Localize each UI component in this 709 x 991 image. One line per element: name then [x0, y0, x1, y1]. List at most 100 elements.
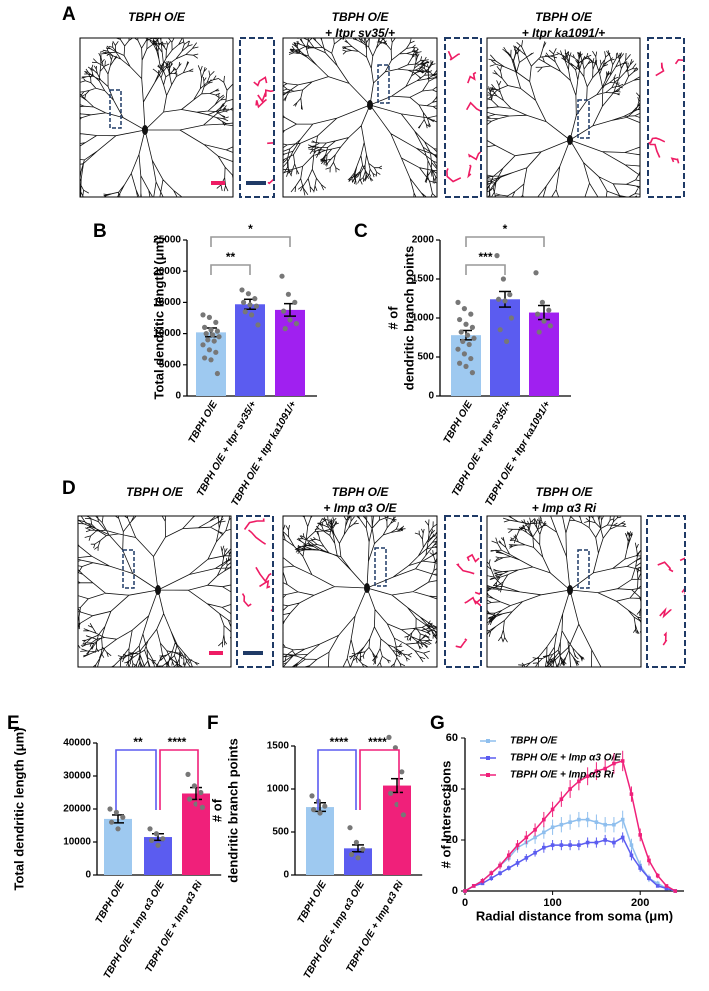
data-point — [461, 306, 467, 312]
x-tick-label: 200 — [631, 897, 649, 909]
y-tick-label: 20 — [446, 834, 458, 846]
data-point — [109, 819, 115, 825]
image-frame — [486, 37, 641, 198]
marker — [550, 825, 555, 830]
data-point — [507, 292, 513, 298]
data-point — [191, 783, 197, 789]
significance-bracket — [159, 749, 199, 810]
data-point — [279, 273, 285, 279]
marker — [629, 853, 634, 858]
y-tick-label: 10000 — [63, 837, 91, 848]
image-title: + Itpr ka1091/+ — [522, 26, 605, 40]
inset-frame — [444, 515, 482, 668]
marker — [498, 871, 502, 875]
data-point — [463, 363, 469, 369]
legend-marker — [486, 773, 490, 777]
data-point — [458, 329, 464, 335]
y-axis-label: # of — [209, 798, 224, 822]
y-tick-label: 0 — [452, 885, 458, 897]
marker — [550, 807, 555, 812]
significance-label: ** — [226, 250, 236, 264]
marker — [603, 822, 607, 827]
panel-label: B — [93, 221, 107, 242]
roi-box — [377, 64, 390, 104]
inset-branches — [241, 518, 273, 612]
data-point — [245, 291, 251, 297]
data-point — [252, 296, 258, 302]
data-point — [247, 302, 253, 308]
inset-branches — [455, 553, 481, 649]
x-tick-label: TBPH O/E — [296, 879, 329, 926]
panel-label: F — [207, 713, 219, 734]
data-point — [293, 321, 299, 327]
data-point — [115, 826, 121, 832]
data-point — [535, 311, 541, 317]
bar — [182, 793, 210, 875]
marker — [664, 886, 669, 891]
y-tick-label: 500 — [417, 352, 434, 363]
y-axis-label: dendritic branch points — [401, 246, 416, 390]
data-point — [214, 370, 220, 377]
scale-bar — [209, 651, 223, 655]
data-point — [107, 806, 113, 812]
bar — [490, 299, 520, 396]
marker — [603, 838, 607, 842]
data-point — [213, 349, 219, 355]
image-title: TBPH O/E — [332, 485, 390, 499]
marker — [507, 853, 511, 858]
roi-box — [122, 549, 135, 589]
marker — [463, 889, 467, 893]
data-point — [155, 842, 161, 848]
data-point — [216, 334, 222, 340]
data-point — [494, 253, 500, 259]
marker — [577, 779, 581, 784]
marker — [533, 850, 537, 855]
data-point — [253, 303, 259, 309]
data-point — [206, 347, 212, 353]
data-point — [355, 855, 361, 861]
panel-label: G — [430, 713, 445, 734]
data-point — [471, 335, 477, 341]
y-tick-label: 1500 — [267, 741, 290, 752]
y-axis-label: Total dendritic length (μm) — [151, 237, 166, 400]
marker — [612, 761, 616, 766]
data-point — [213, 319, 219, 325]
inset-frame — [239, 37, 275, 198]
marker — [647, 858, 651, 863]
y-tick-label: 30000 — [63, 771, 91, 782]
marker — [577, 843, 581, 847]
data-point — [508, 315, 514, 321]
scale-bar — [246, 181, 266, 185]
data-point — [200, 312, 206, 318]
inset-frame — [647, 37, 685, 198]
marker — [489, 876, 494, 881]
series-line — [464, 818, 676, 892]
soma — [364, 583, 370, 593]
data-point — [185, 771, 191, 777]
marker — [655, 881, 660, 886]
data-point — [322, 803, 328, 809]
marker — [507, 866, 511, 870]
data-point — [457, 360, 463, 366]
data-point — [400, 812, 406, 818]
marker — [471, 884, 476, 888]
data-point — [468, 311, 474, 317]
roi-box — [109, 89, 122, 129]
panel-label: C — [354, 221, 368, 242]
data-point — [546, 307, 552, 313]
y-tick-label: 500 — [272, 827, 289, 838]
data-point — [214, 328, 220, 334]
marker — [515, 843, 520, 847]
x-tick-label: 100 — [543, 897, 561, 909]
data-point — [187, 796, 193, 802]
marker — [559, 822, 564, 827]
marker — [673, 889, 678, 893]
y-tick-label: 20000 — [63, 804, 91, 815]
marker — [612, 822, 616, 827]
data-point — [536, 329, 542, 335]
marker — [480, 879, 485, 883]
data-point — [347, 825, 353, 831]
marker — [489, 871, 494, 875]
data-point — [461, 351, 467, 357]
